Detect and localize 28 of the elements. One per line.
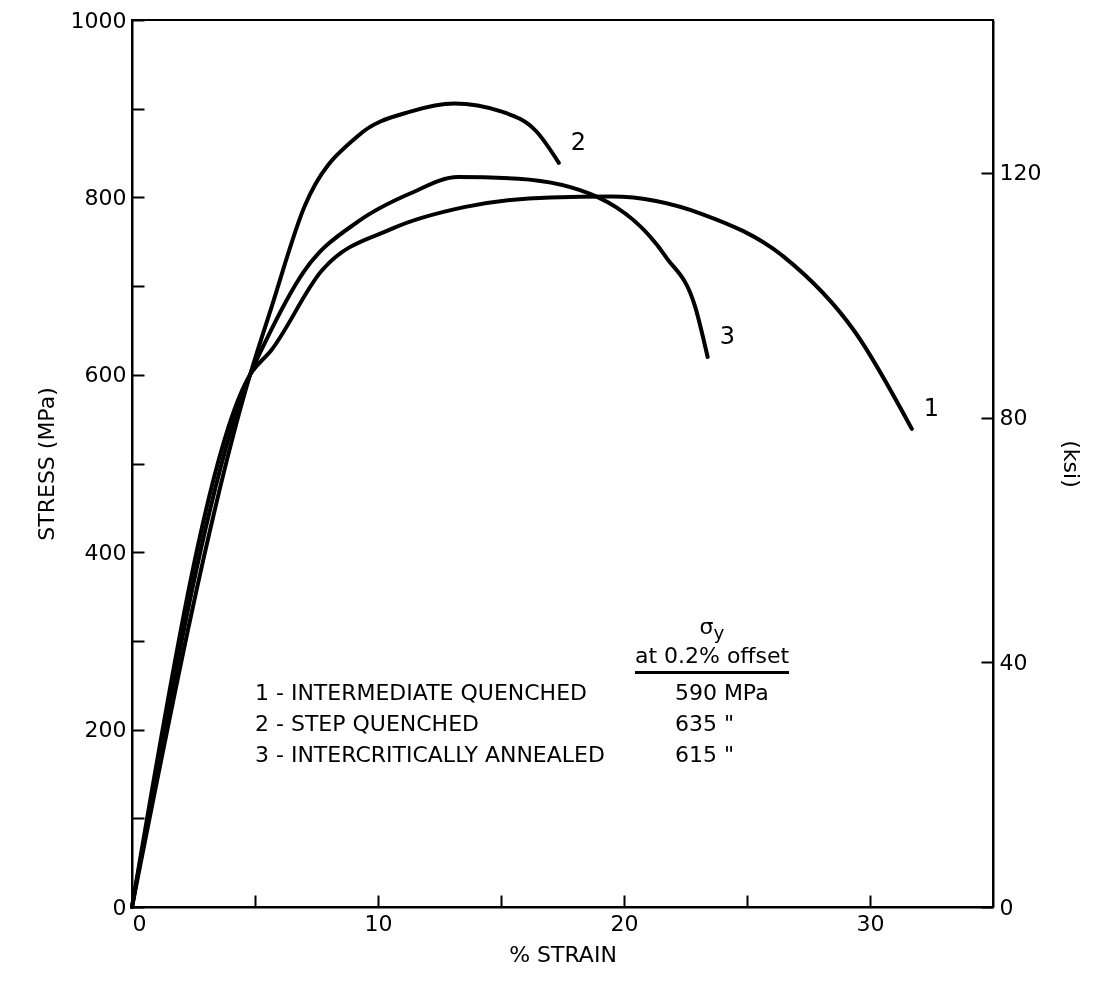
annotation: at 0.2% offset xyxy=(634,643,790,669)
annotation: 635 " xyxy=(673,710,735,736)
y2-tick-label: 120 xyxy=(999,160,1042,186)
y2-axis-title: (ksi) xyxy=(1059,440,1085,488)
y2-tick-label: 80 xyxy=(999,405,1028,431)
x-tick-label: 20 xyxy=(610,910,639,936)
x-tick-label: 0 xyxy=(132,910,147,936)
x-tick-label: 30 xyxy=(856,910,885,936)
annotation: 615 " xyxy=(673,741,735,767)
y2-tick-label: 0 xyxy=(999,894,1014,920)
series-label: 2 xyxy=(570,127,587,156)
annotation: 590 MPa xyxy=(673,679,770,705)
series-label: 3 xyxy=(719,322,735,351)
y-tick-label: 800 xyxy=(84,184,127,210)
y2-tick-label: 40 xyxy=(999,649,1028,675)
series-label: 1 xyxy=(923,393,940,422)
y-tick-label: 200 xyxy=(84,717,127,743)
annotation: 2 - STEP QUENCHED xyxy=(255,710,480,736)
x-axis-title: % STRAIN xyxy=(509,941,617,967)
y-tick-label: 600 xyxy=(84,362,127,388)
annotation: σ$_{y}$ xyxy=(699,614,725,644)
y-tick-label: 400 xyxy=(84,539,127,565)
annotation: 1 - INTERMEDIATE QUENCHED xyxy=(255,679,588,705)
y-tick-label: 1000 xyxy=(70,7,127,33)
y-tick-label: 0 xyxy=(112,894,127,920)
annotation: 3 - INTERCRITICALLY ANNEALED xyxy=(255,741,605,767)
x-tick-label: 10 xyxy=(364,910,393,936)
y-axis-title: STRESS (MPa) xyxy=(33,387,59,541)
